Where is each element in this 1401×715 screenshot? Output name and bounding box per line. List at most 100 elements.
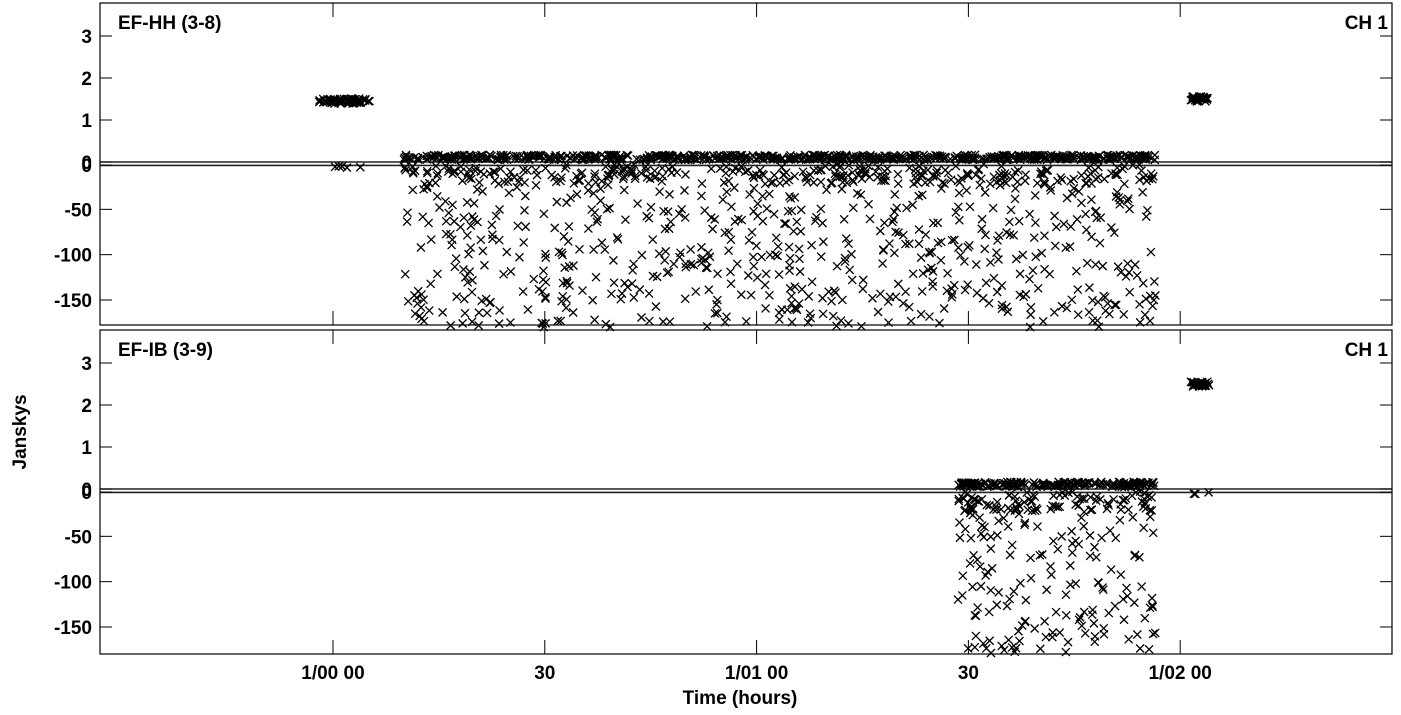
data-point-x-marker	[403, 208, 412, 218]
data-point-x-marker	[1048, 628, 1058, 638]
data-point-x-marker	[940, 165, 950, 175]
data-point-x-marker	[891, 292, 901, 302]
data-point-x-marker	[1092, 213, 1102, 223]
data-point-x-marker	[617, 154, 627, 164]
data-point-x-marker	[593, 214, 603, 224]
data-point-x-marker	[724, 227, 734, 237]
data-point-x-marker	[1049, 491, 1059, 501]
data-point-x-marker	[669, 259, 679, 269]
data-point-x-marker	[885, 153, 895, 163]
data-point-x-marker	[840, 257, 850, 267]
data-point-x-marker	[515, 173, 525, 183]
data-point-x-marker	[1026, 573, 1036, 583]
data-point-x-marker	[978, 293, 988, 303]
data-point-x-marker	[314, 97, 324, 107]
data-point-x-marker	[985, 636, 995, 646]
data-point-x-marker	[875, 226, 885, 236]
data-point-x-marker	[784, 242, 794, 252]
data-point-x-marker	[609, 169, 619, 179]
data-point-x-marker	[1124, 268, 1134, 277]
data-point-x-marker	[751, 241, 761, 251]
data-point-x-marker	[1081, 209, 1091, 219]
data-point-x-marker	[651, 302, 661, 311]
data-point-x-marker	[947, 284, 957, 294]
data-point-x-marker	[1002, 228, 1012, 237]
data-point-x-marker	[505, 318, 515, 327]
data-point-x-marker	[905, 151, 915, 161]
data-point-x-marker	[1079, 494, 1089, 504]
data-point-x-marker	[934, 318, 944, 328]
data-point-x-marker	[893, 179, 903, 189]
data-point-x-marker	[726, 202, 736, 212]
data-point-x-marker	[401, 152, 411, 162]
data-point-x-marker	[758, 216, 768, 226]
data-point-x-marker	[564, 222, 574, 231]
data-point-x-marker	[1105, 526, 1115, 536]
data-point-x-marker	[557, 173, 566, 183]
data-point-x-marker	[1003, 521, 1013, 531]
x-tick-label: 1/02 00	[1148, 663, 1211, 684]
data-point-x-marker	[652, 272, 662, 282]
data-point-x-marker	[1086, 505, 1095, 515]
data-point-x-marker	[1010, 183, 1020, 193]
data-point-x-marker	[749, 206, 759, 216]
data-point-x-marker	[636, 313, 646, 322]
data-point-x-marker	[789, 226, 799, 236]
data-point-x-marker	[827, 178, 837, 188]
data-point-x-marker	[936, 255, 946, 265]
data-point-x-marker	[1103, 298, 1113, 308]
data-point-x-marker	[681, 262, 691, 272]
data-point-x-marker	[334, 161, 344, 171]
data-point-x-marker	[801, 172, 811, 182]
data-point-x-marker	[438, 307, 448, 317]
data-point-x-marker	[1002, 601, 1012, 611]
data-point-x-marker	[963, 280, 973, 290]
data-point-x-marker	[893, 279, 903, 289]
data-point-x-marker	[561, 160, 571, 170]
data-point-x-marker	[1010, 167, 1020, 177]
data-point-x-marker	[914, 191, 924, 201]
data-point-x-marker	[660, 224, 670, 234]
data-point-x-marker	[636, 168, 646, 178]
data-point-x-marker	[1140, 310, 1150, 320]
data-point-x-marker	[562, 198, 572, 208]
data-point-x-marker	[992, 530, 1002, 540]
data-point-x-marker	[602, 204, 612, 214]
data-point-x-marker	[452, 292, 462, 302]
data-point-x-marker	[629, 259, 639, 269]
data-point-x-marker	[712, 151, 722, 161]
data-point-x-marker	[1036, 169, 1045, 179]
data-point-x-marker	[753, 199, 763, 209]
data-point-x-marker	[1192, 96, 1202, 106]
data-point-x-marker	[955, 518, 964, 528]
data-point-x-marker	[894, 228, 903, 238]
data-point-x-marker	[740, 167, 750, 177]
data-point-x-marker	[816, 252, 826, 262]
data-point-x-marker	[960, 285, 970, 295]
data-point-x-marker	[1050, 481, 1060, 491]
data-point-x-marker	[960, 150, 970, 160]
data-point-x-marker	[989, 172, 999, 182]
data-point-x-marker	[592, 217, 602, 227]
y-tick-label: -150	[54, 291, 92, 312]
data-point-x-marker	[556, 316, 566, 326]
data-point-x-marker	[957, 590, 967, 600]
data-point-x-marker	[1100, 292, 1110, 302]
data-point-x-marker	[836, 316, 846, 326]
data-point-x-marker	[844, 239, 854, 249]
data-point-x-marker	[1000, 168, 1010, 178]
data-point-x-marker	[644, 316, 654, 326]
data-point-x-marker	[971, 631, 981, 641]
data-point-x-marker	[619, 185, 629, 195]
data-point-x-marker	[745, 190, 755, 199]
data-point-x-marker	[947, 292, 957, 302]
data-point-x-marker	[786, 193, 796, 203]
data-point-x-marker	[418, 212, 428, 222]
data-point-x-marker	[506, 267, 516, 276]
data-point-x-marker	[809, 178, 819, 187]
data-point-x-marker	[1110, 300, 1120, 310]
data-point-x-marker	[1109, 495, 1119, 504]
y-tick-label: -50	[65, 527, 92, 548]
data-point-x-marker	[1037, 248, 1047, 258]
